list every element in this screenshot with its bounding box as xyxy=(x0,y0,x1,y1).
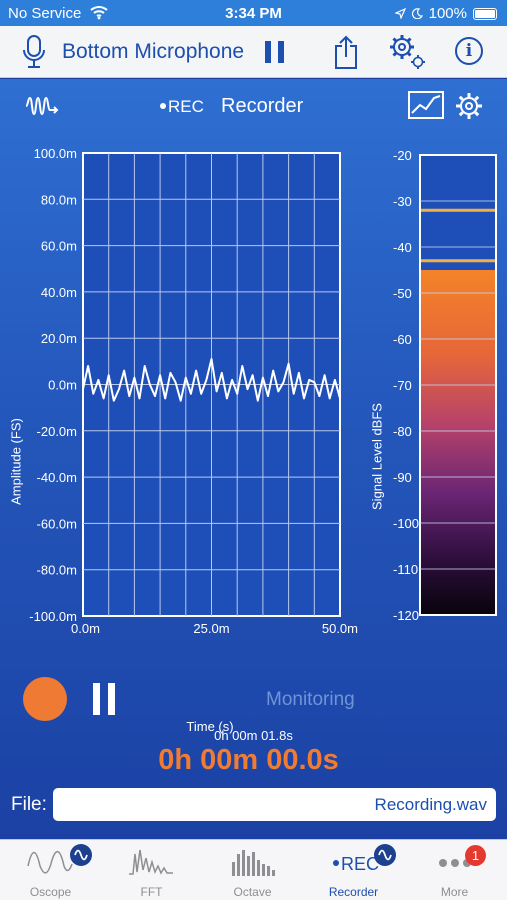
tab-octave-label: Octave xyxy=(233,885,272,899)
tab-fft-label: FFT xyxy=(140,885,163,899)
settings-gears-icon[interactable] xyxy=(388,33,428,71)
tab-oscope[interactable]: Oscope xyxy=(0,840,101,900)
y-tick-label: 0.0m xyxy=(48,378,77,393)
clock: 3:34 PM xyxy=(225,5,282,22)
x-tick-label: 25.0m xyxy=(193,621,229,636)
y-tick-label: -80.0m xyxy=(37,563,77,578)
level-tick-label: -90 xyxy=(393,470,412,485)
fft-tab-icon xyxy=(129,849,173,875)
carrier-label: No Service xyxy=(8,5,82,22)
level-tick-label: -30 xyxy=(393,194,412,209)
y-tick-label: 40.0m xyxy=(41,285,77,300)
rec-dot xyxy=(160,103,166,109)
tab-oscope-label: Oscope xyxy=(29,885,72,899)
charts: 100.0m 80.0m 60.0m 40.0m 20.0m 0.0m -20.0m -40.… xyxy=(29,146,497,636)
graph-icon[interactable] xyxy=(408,91,444,119)
y-tick-label: -40.0m xyxy=(37,470,77,485)
location-icon xyxy=(394,8,406,19)
file-label: File: xyxy=(11,794,47,815)
level-tick-label: -110 xyxy=(393,562,418,577)
tab-more-label: More xyxy=(440,885,469,899)
level-tick-label: -80 xyxy=(393,424,412,439)
y-tick-label: -60.0m xyxy=(37,516,77,531)
level-meter-fill xyxy=(421,270,495,614)
waveform-line xyxy=(82,358,341,402)
recording-duration: 0h 00m 00.0s xyxy=(158,744,339,776)
y-tick-label: 100.0m xyxy=(34,146,77,161)
y-tick-label: 20.0m xyxy=(41,331,77,346)
level-tick-label: -100 xyxy=(393,516,419,531)
level-tick-label: -60 xyxy=(393,332,412,347)
tab-bar: Oscope FFT Octave REC Recorder More xyxy=(0,839,507,900)
more-badge: 1 xyxy=(465,845,486,866)
rec-label-text: REC xyxy=(168,97,204,116)
level-tick-label: -40 xyxy=(393,240,412,255)
tab-recorder-label: Recorder xyxy=(328,885,379,899)
recorder-panel: REC Recorder 100.0m 80.0m 60.0m 40.0m 20.0m 0… xyxy=(0,79,507,839)
waveform-icon[interactable] xyxy=(24,95,60,117)
screen-title: Recorder xyxy=(221,95,304,117)
toolbar: Bottom Microphone i xyxy=(0,26,507,78)
monitoring-label: Monitoring xyxy=(266,689,355,710)
level-tick-label: -120 xyxy=(393,608,419,623)
oscope-tab-icon xyxy=(27,851,73,874)
share-icon[interactable] xyxy=(333,34,359,70)
pause-icon[interactable] xyxy=(265,41,285,63)
tab-more[interactable]: More xyxy=(404,840,505,900)
x-tick-label: 50.0m xyxy=(322,621,358,636)
level-tick-label: -50 xyxy=(393,286,412,301)
recorder-tab-icon: REC xyxy=(333,854,379,875)
record-button[interactable] xyxy=(23,677,67,721)
recorder-tab-rec-text: REC xyxy=(341,854,380,874)
recorder-badge-icon xyxy=(374,844,396,866)
microphone-icon[interactable] xyxy=(22,34,46,70)
level-tick-label: -70 xyxy=(393,378,412,393)
info-icon[interactable]: i xyxy=(455,37,483,65)
tab-fft[interactable]: FFT xyxy=(101,840,202,900)
y-tick-label: -100.0m xyxy=(29,609,77,624)
time-axis-label: Time (s) xyxy=(186,719,234,734)
y-tick-label: 80.0m xyxy=(41,192,77,207)
amplitude-axis-label: Amplitude (FS) xyxy=(8,418,24,505)
octave-tab-icon xyxy=(232,850,275,876)
tab-octave[interactable]: Octave xyxy=(202,840,303,900)
battery-icon xyxy=(473,7,497,20)
moon-icon xyxy=(411,8,423,19)
rec-indicator: REC xyxy=(160,97,204,117)
pause-button[interactable] xyxy=(93,683,115,715)
input-source-title[interactable]: Bottom Microphone xyxy=(62,40,245,63)
tab-recorder[interactable]: REC Recorder xyxy=(303,840,404,900)
x-tick-label: 0.0m xyxy=(71,621,100,636)
battery-percent: 100% xyxy=(428,5,467,22)
gear-icon[interactable] xyxy=(455,92,483,120)
filename-field[interactable]: Recording.wav xyxy=(53,788,496,821)
y-tick-label: 60.0m xyxy=(41,239,77,254)
oscope-badge-icon xyxy=(70,844,92,866)
signal-level-axis-label: Signal Level dBFS xyxy=(369,403,385,510)
elapsed-time-small: 0h 00m 01.8s xyxy=(214,728,293,743)
y-tick-label: -20.0m xyxy=(37,424,77,439)
wifi-icon xyxy=(90,6,108,20)
status-bar: No Service 3:34 PM 100% xyxy=(0,0,507,26)
level-tick-label: -20 xyxy=(393,148,412,163)
